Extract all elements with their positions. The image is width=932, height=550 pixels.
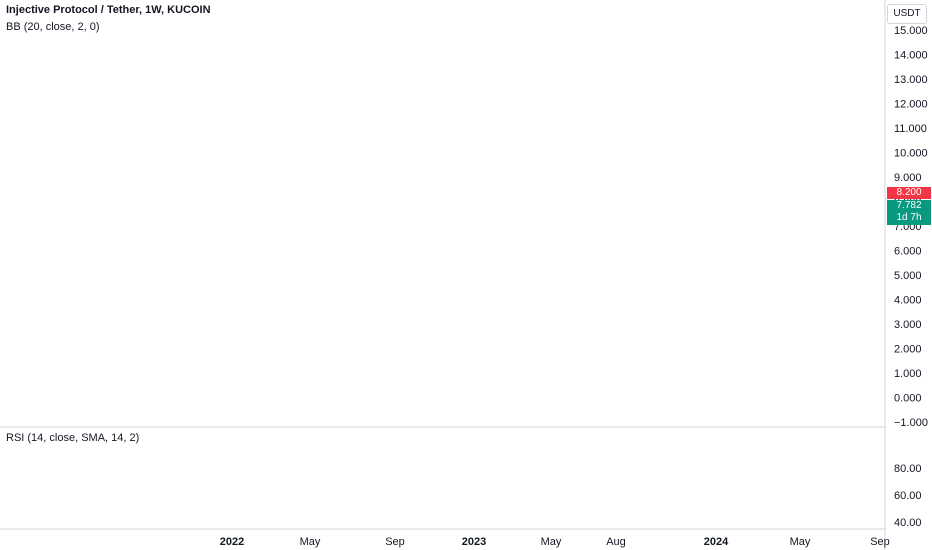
price-tick-label: −1.000: [894, 417, 928, 429]
time-axis-label: 2023: [462, 536, 486, 548]
price-tick-label: 5.000: [894, 270, 922, 282]
horizontal-line-price-tag: 8.200: [887, 187, 931, 199]
time-axis-label: Aug: [606, 536, 626, 548]
rsi-legend[interactable]: RSI (14, close, SMA, 14, 2): [6, 432, 140, 444]
bar-countdown: 1d 7h: [896, 212, 922, 223]
rsi-tick-label: 40.00: [894, 517, 922, 529]
bb-legend[interactable]: BB (20, close, 2, 0): [6, 21, 100, 33]
price-tick-label: 2.000: [894, 344, 922, 356]
price-tick-label: 3.000: [894, 319, 922, 331]
price-tick-label: 14.000: [894, 50, 928, 62]
last-price-value: 7.782: [896, 200, 922, 211]
symbol-legend[interactable]: Injective Protocol / Tether, 1W, KUCOIN: [6, 4, 211, 16]
price-tick-label: 13.000: [894, 74, 928, 86]
currency-unit-button[interactable]: USDT: [887, 4, 927, 24]
price-tick-label: 6.000: [894, 246, 922, 258]
price-tick-label: 10.000: [894, 148, 928, 160]
time-axis-label: Sep: [870, 536, 890, 548]
rsi-tick-label: 60.00: [894, 490, 922, 502]
price-tick-label: 15.000: [894, 25, 928, 37]
time-axis-label: 2022: [220, 536, 244, 548]
time-axis-label: May: [300, 536, 321, 548]
price-tick-label: 1.000: [894, 368, 922, 380]
time-axis-label: May: [541, 536, 562, 548]
last-price-tag: 7.782 1d 7h: [887, 200, 931, 225]
price-tick-label: 11.000: [894, 123, 927, 135]
price-tick-label: 12.000: [894, 99, 928, 111]
price-tick-label: 0.000: [894, 393, 922, 405]
time-axis-label: Sep: [385, 536, 405, 548]
time-axis-label: 2024: [704, 536, 729, 548]
price-tick-label: 4.000: [894, 295, 922, 307]
time-axis-label: May: [790, 536, 811, 548]
rsi-tick-label: 80.00: [894, 463, 922, 475]
price-tick-label: 9.000: [894, 172, 922, 184]
